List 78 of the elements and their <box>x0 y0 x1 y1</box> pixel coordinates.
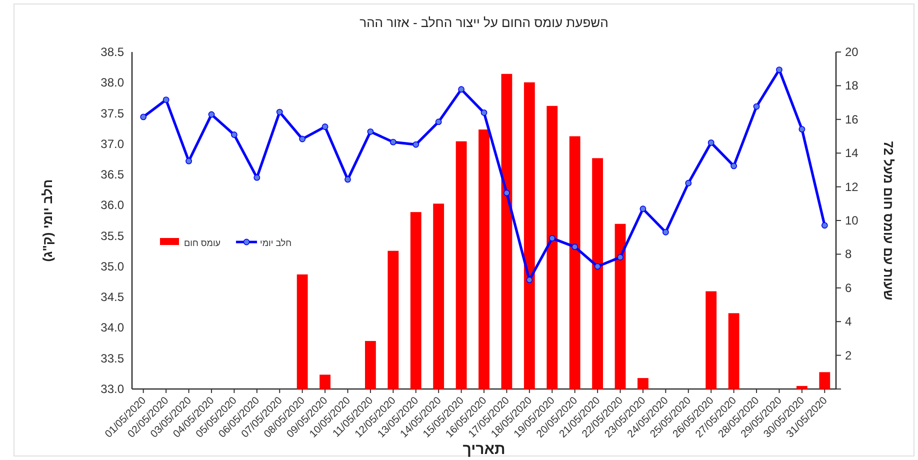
y-tick-label: 34.0 <box>100 320 124 335</box>
point <box>685 180 692 186</box>
bar <box>456 141 467 389</box>
y2-tick-label: 2 <box>845 348 852 362</box>
y-tick-label: 38.0 <box>100 76 124 90</box>
bar <box>569 136 580 389</box>
x-axis-title: תאריך <box>462 441 506 458</box>
point <box>526 276 533 284</box>
point <box>412 141 420 148</box>
point <box>458 86 464 93</box>
y-tick-label: 36.5 <box>100 168 124 182</box>
bar <box>592 158 603 389</box>
point <box>776 66 782 73</box>
y-tick-label: 38.5 <box>100 45 124 59</box>
bar <box>638 378 648 389</box>
y2-tick-label: 14 <box>845 146 859 160</box>
point <box>821 222 828 229</box>
y2-tick-label: 16 <box>845 112 859 126</box>
bar <box>796 386 808 389</box>
bar <box>388 250 399 389</box>
y-axis-title: חלב יומי (ק"ג) <box>40 179 55 262</box>
point <box>254 174 260 181</box>
bar <box>478 130 490 389</box>
y-tick-label: 36.0 <box>100 198 124 212</box>
y-tick-label: 35.5 <box>100 228 124 243</box>
point <box>344 176 351 183</box>
bar <box>320 374 330 389</box>
bar <box>706 291 717 389</box>
point <box>322 124 328 130</box>
bar <box>524 82 535 389</box>
bar <box>410 212 422 389</box>
point <box>480 109 488 116</box>
bar <box>365 340 376 389</box>
point <box>617 254 624 260</box>
point <box>140 114 147 120</box>
legend-label: חלב יומי <box>260 238 292 248</box>
y2-tick-label: 12 <box>845 180 859 194</box>
y-tick-label: 34.5 <box>100 290 124 304</box>
chart-title: השפעת עומס החום על ייצור החלב - אזור ההר <box>360 15 608 30</box>
point <box>548 235 556 242</box>
point <box>708 139 714 146</box>
bar <box>433 204 444 389</box>
point <box>662 228 669 236</box>
y-tick-label: 33.5 <box>100 351 124 366</box>
y2-tick-label: 18 <box>845 78 859 93</box>
y-tick-label: 37.5 <box>100 106 124 120</box>
y2-tick-label: 20 <box>845 45 859 59</box>
point <box>730 162 738 170</box>
legend-label: עומס חום <box>184 238 221 248</box>
point <box>299 136 306 142</box>
y2-tick-label: 10 <box>845 214 859 228</box>
point <box>753 103 760 110</box>
y2-tick-label: 8 <box>845 247 852 262</box>
y-tick-label: 33.0 <box>100 382 124 396</box>
y2-tick-label: 6 <box>845 280 852 295</box>
point <box>208 111 215 118</box>
point <box>504 190 510 196</box>
point <box>594 263 601 270</box>
point <box>186 158 192 164</box>
point <box>276 108 283 116</box>
bar <box>819 372 830 389</box>
y2-tick-label: 4 <box>845 314 852 329</box>
point <box>367 128 374 135</box>
point <box>390 138 396 146</box>
bar <box>296 274 308 389</box>
bar <box>501 74 512 389</box>
y-tick-label: 35.0 <box>100 259 124 274</box>
point <box>640 206 646 212</box>
point <box>572 244 578 250</box>
point <box>798 126 806 132</box>
point <box>162 96 170 103</box>
bar <box>614 224 626 389</box>
point <box>435 118 442 126</box>
point <box>230 132 238 138</box>
bar <box>728 313 740 389</box>
y-tick-label: 37.0 <box>100 136 124 151</box>
bar <box>546 106 558 389</box>
y2-axis-title: שעות עם עומס חום מעל 72 <box>881 140 896 300</box>
